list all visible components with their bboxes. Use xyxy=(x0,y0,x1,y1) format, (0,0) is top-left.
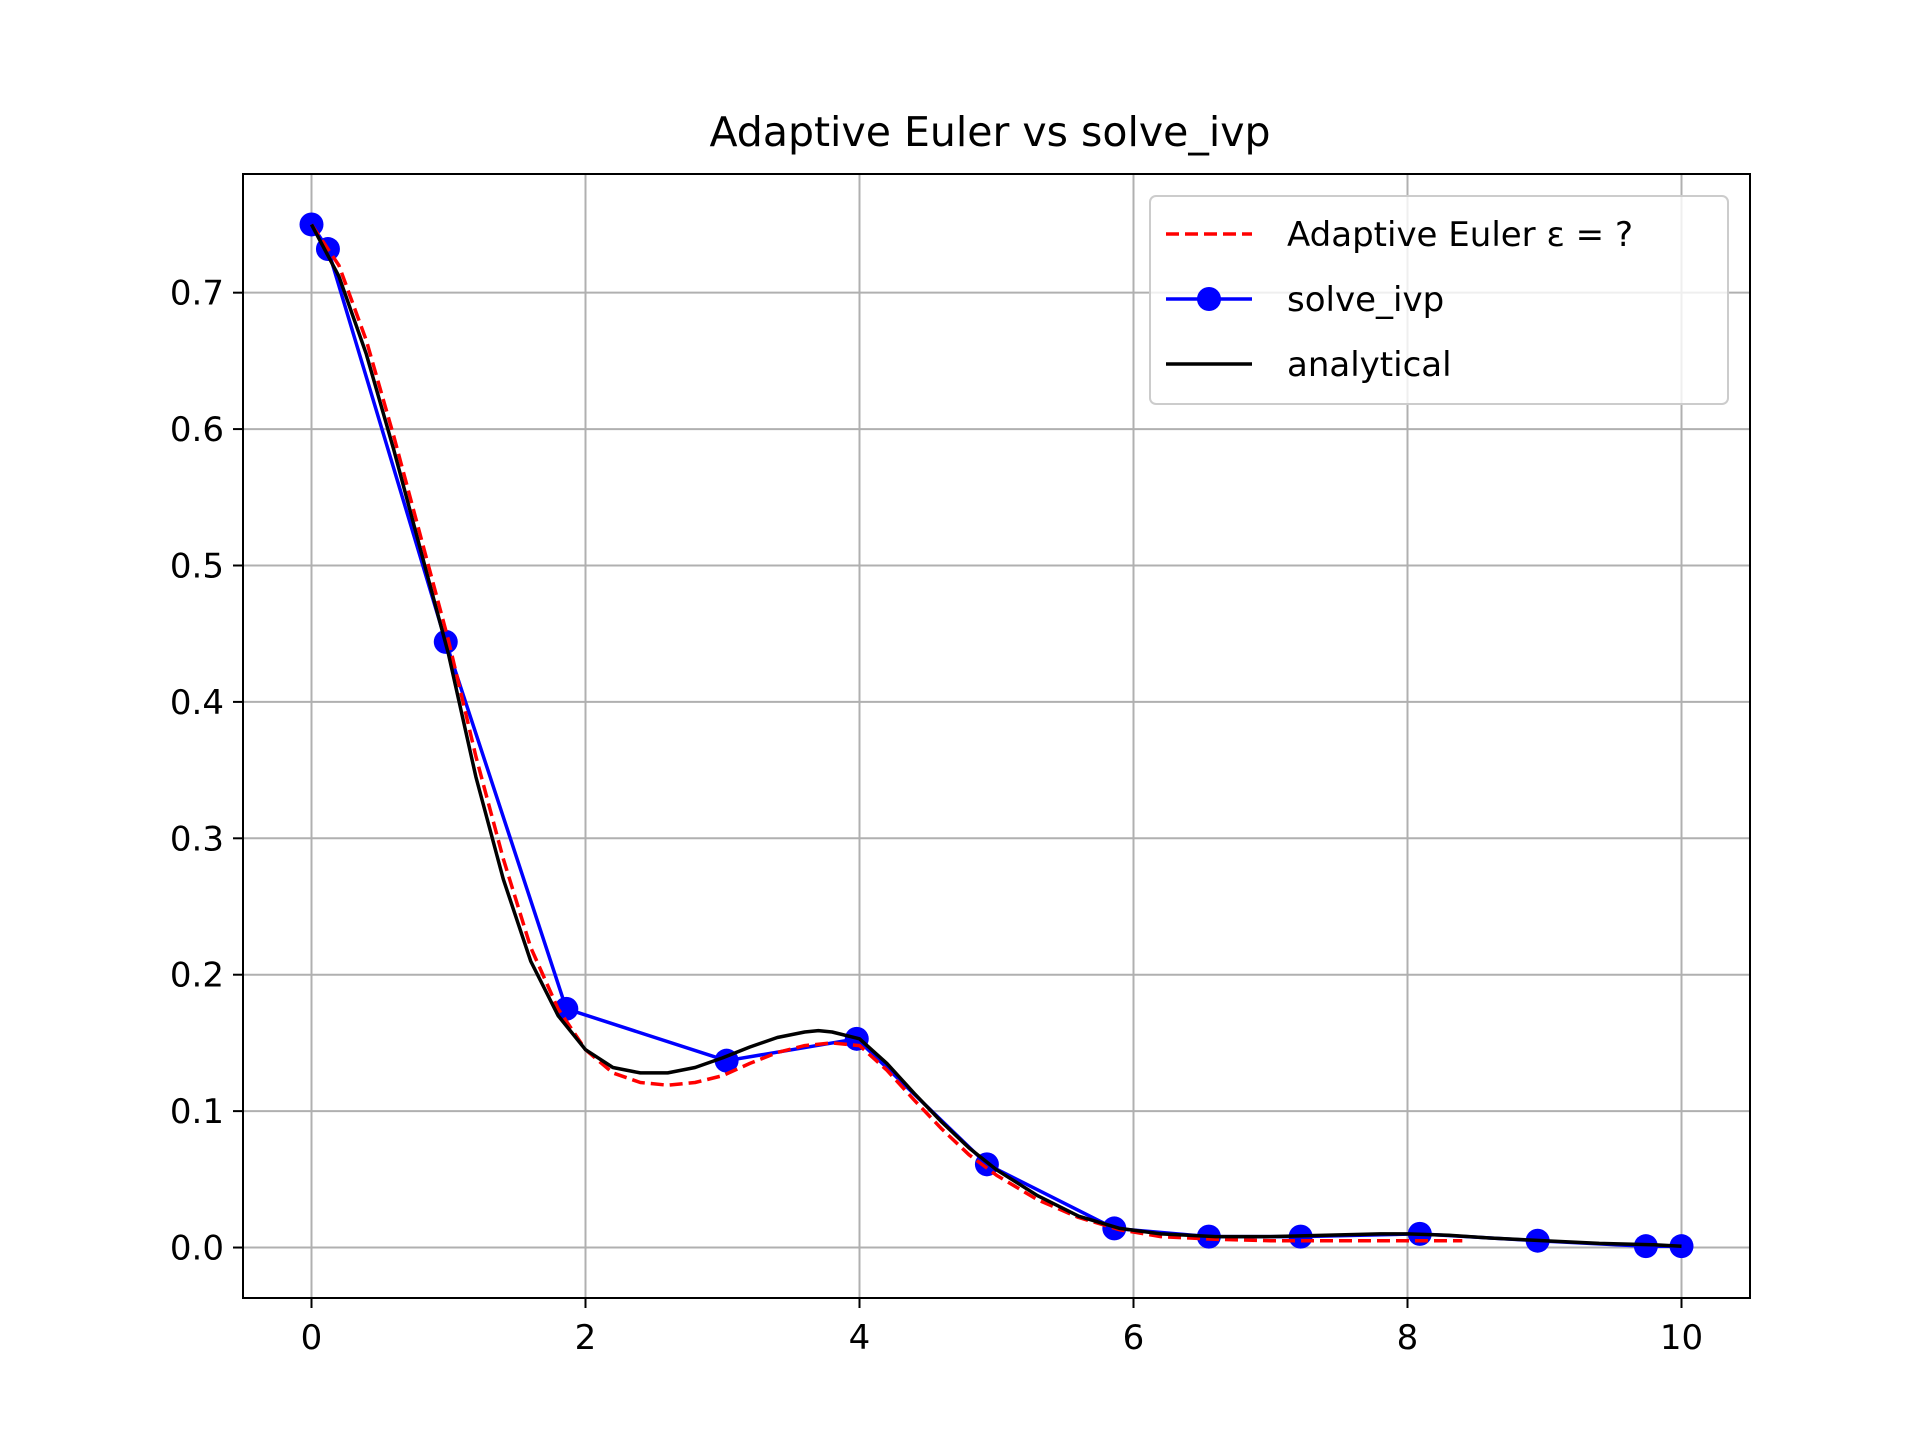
y-tick-label: 0.4 xyxy=(170,683,224,723)
axis-ticks: 0 2 4 6 8 10 0.0 0.1 0.2 0.3 0.4 0.5 0.6 0.7 xyxy=(170,274,1703,1358)
series-point xyxy=(299,212,324,237)
y-tick-label: 0.6 xyxy=(170,410,224,450)
series-line-2 xyxy=(309,223,1682,1248)
plot-series xyxy=(299,212,1694,1259)
legend-box xyxy=(1149,195,1729,405)
legend-label: analytical xyxy=(1287,345,1452,385)
legend-label: solve_ivp xyxy=(1287,280,1444,320)
grid xyxy=(243,174,1750,1298)
x-tick-label: 6 xyxy=(1123,1318,1145,1358)
series-line-0 xyxy=(310,223,1463,1243)
y-tick-label: 0.3 xyxy=(170,819,224,859)
legend-label: Adaptive Euler ε = ? xyxy=(1287,215,1633,255)
legend-marker xyxy=(1197,287,1221,311)
chart-title: Adaptive Euler vs solve_ivp xyxy=(709,108,1270,156)
x-tick-label: 0 xyxy=(301,1318,323,1358)
legend: Adaptive Euler ε = ? solve_ivp analytical xyxy=(1149,195,1729,405)
y-tick-label: 0.1 xyxy=(170,1092,224,1132)
y-tick-label: 0.5 xyxy=(170,546,224,586)
plot-frame xyxy=(242,173,1751,1299)
series-point xyxy=(554,996,579,1021)
x-tick-label: 8 xyxy=(1397,1318,1419,1358)
y-tick-label: 0.2 xyxy=(170,956,224,996)
y-tick-label: 0.7 xyxy=(170,274,224,314)
x-tick-label: 4 xyxy=(849,1318,871,1358)
x-tick-label: 10 xyxy=(1660,1318,1703,1358)
y-tick-label: 0.0 xyxy=(170,1229,224,1269)
x-tick-label: 2 xyxy=(575,1318,597,1358)
